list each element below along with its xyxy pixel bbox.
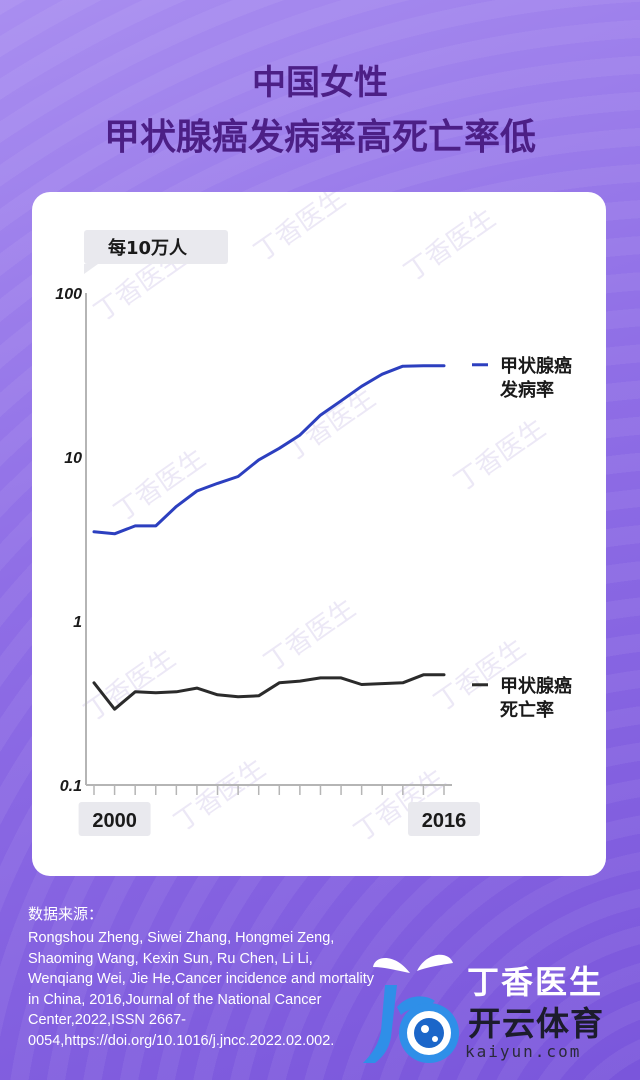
- x-tick-badge: [408, 802, 480, 836]
- watermark-text: 丁香医生: [449, 413, 551, 497]
- source-citation: Rongshou Zheng, Siwei Zhang, Hongmei Zen…: [28, 930, 375, 1049]
- legend-label: 死亡率: [500, 699, 554, 721]
- y-tick-label: 0.1: [60, 778, 82, 795]
- brand-logo: 丁香医生 开云体育 kaiyun.com: [355, 945, 640, 1080]
- x-tick-badge: [78, 802, 151, 836]
- y-tick-label: 100: [55, 286, 82, 303]
- y-tick-label: 10: [64, 450, 82, 467]
- watermark-text: 丁香医生: [109, 443, 211, 527]
- chart-card: 丁香医生 丁香医生 丁香医生 丁香医生 丁香医生 丁香医生 丁香医生 丁香医生 丁香医生 丁香医生…: [32, 192, 606, 876]
- watermark-text: 丁香医生: [279, 383, 381, 467]
- watermark-text: 丁香医生: [79, 643, 181, 727]
- legend-label: 甲状腺癌: [500, 675, 572, 697]
- legend-label: 甲状腺癌: [500, 355, 572, 377]
- legend-label: 发病率: [499, 379, 554, 401]
- series-layer: [92, 364, 446, 711]
- y-tick-label: 1: [73, 614, 82, 631]
- x-tick-label: 2016: [422, 810, 467, 832]
- watermark-text: 丁香医生: [169, 753, 271, 837]
- y-label-badge-tail: [84, 264, 98, 274]
- series-line: [92, 673, 446, 711]
- page-title-line1: 中国女性: [252, 63, 388, 103]
- x-tick-label: 2000: [92, 810, 136, 832]
- logo-name-text: 开云体育: [468, 1004, 604, 1043]
- y-axis-label: 每10万人: [108, 237, 188, 259]
- watermark-text: 丁香医生: [249, 192, 351, 268]
- logo-url-text: kaiyun.com: [465, 1042, 582, 1061]
- axes: 每10万人 100 10 1 0.1 2000 2016: [55, 230, 480, 836]
- source-label: 数据来源：: [28, 906, 104, 923]
- logo-brand-text: 丁香医生: [467, 963, 604, 1001]
- watermark-text: 丁香医生: [399, 203, 501, 287]
- page-title-line2: 甲状腺癌发病率高死亡率低: [103, 117, 536, 158]
- y-label-badge: [84, 230, 228, 264]
- logo-mark-icon: [363, 954, 459, 1063]
- watermark-text: 丁香医生: [259, 593, 361, 677]
- series-line: [92, 364, 446, 536]
